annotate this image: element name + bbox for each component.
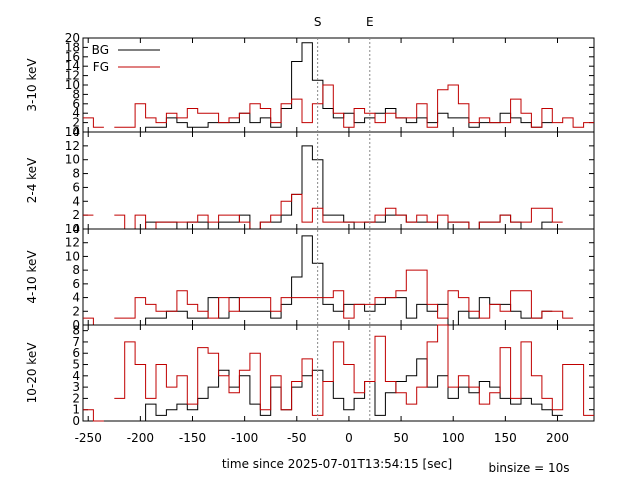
- y-tick-label: 4: [72, 194, 80, 208]
- y-tick-label: 8: [72, 324, 80, 338]
- series-bg-line: [135, 42, 553, 133]
- y-tick-label: 10: [65, 78, 80, 92]
- panel-frame: [82, 228, 595, 326]
- y-tick-label: 12: [65, 236, 80, 250]
- x-tick-label: -200: [127, 431, 154, 445]
- y-tick-label: 16: [65, 50, 80, 64]
- y-tick-label: 5: [72, 358, 80, 372]
- y-tick-label: 8: [72, 263, 80, 277]
- binsize-note: binsize = 10s: [488, 461, 569, 475]
- y-tick-label: 8: [72, 87, 80, 101]
- y-tick-label: 14: [65, 59, 80, 73]
- x-tick-label: 50: [393, 431, 408, 445]
- marker-label-s: S: [314, 15, 322, 29]
- x-tick-label: -150: [179, 431, 206, 445]
- y-tick-label: 4: [72, 369, 80, 383]
- y-tick-label: 10: [65, 153, 80, 167]
- y-tick-label: 0: [72, 125, 80, 139]
- y-tick-label: 20: [65, 31, 80, 45]
- series-fg-line: [83, 193, 563, 230]
- x-tick-label: 150: [494, 431, 517, 445]
- y-tick-label: 2: [72, 391, 80, 405]
- y-tick-label: 12: [65, 139, 80, 153]
- y-tick-label: 14: [65, 222, 80, 236]
- y-tick-label: 0: [72, 318, 80, 332]
- y-tick-label: 6: [72, 97, 80, 111]
- y-axis-title: 4-10 keV: [25, 250, 39, 304]
- y-tick-label: 10: [65, 249, 80, 263]
- x-tick-label: -100: [231, 431, 258, 445]
- y-tick-label: 6: [72, 277, 80, 291]
- legend: BG FG: [92, 43, 160, 74]
- y-tick-label: 2: [72, 116, 80, 130]
- y-tick-label: 12: [65, 69, 80, 83]
- y-tick-label: 4: [72, 291, 80, 305]
- y-tick-label: 6: [72, 180, 80, 194]
- y-tick-label: 1: [72, 403, 80, 417]
- y-axis-title: 2-4 keV: [25, 157, 39, 203]
- panel-frame: [82, 131, 595, 230]
- y-tick-label: 2: [72, 208, 80, 222]
- y-tick-label: 0: [72, 222, 80, 236]
- y-tick-label: 3: [72, 380, 80, 394]
- y-tick-label: 8: [72, 167, 80, 181]
- panel-frame: [82, 324, 595, 422]
- x-tick-label: 100: [442, 431, 465, 445]
- y-axis-title: 3-10 keV: [25, 58, 39, 112]
- y-tick-label: 6: [72, 346, 80, 360]
- x-axis-title: time since 2025-07-01T13:54:15 [sec]: [222, 457, 452, 471]
- legend-label-fg: FG: [93, 60, 109, 74]
- y-tick-label: 18: [65, 40, 80, 54]
- y-tick-label: 4: [72, 106, 80, 120]
- x-tick-label: -250: [75, 431, 102, 445]
- y-tick-label: 7: [72, 335, 80, 349]
- legend-label-bg: BG: [92, 43, 109, 57]
- y-tick-label: 14: [65, 125, 80, 139]
- x-tick-label: 0: [345, 431, 353, 445]
- x-tick-label: 200: [546, 431, 569, 445]
- series-fg-line: [83, 324, 594, 422]
- marker-label-e: E: [366, 15, 374, 29]
- y-tick-label: 0: [72, 414, 80, 428]
- x-tick-label: -50: [287, 431, 307, 445]
- y-tick-label: 2: [72, 304, 80, 318]
- y-axis-title: 10-20 keV: [25, 342, 39, 404]
- series-fg-line: [83, 84, 594, 128]
- series-bg-line: [135, 358, 563, 422]
- series-fg-line: [83, 269, 574, 326]
